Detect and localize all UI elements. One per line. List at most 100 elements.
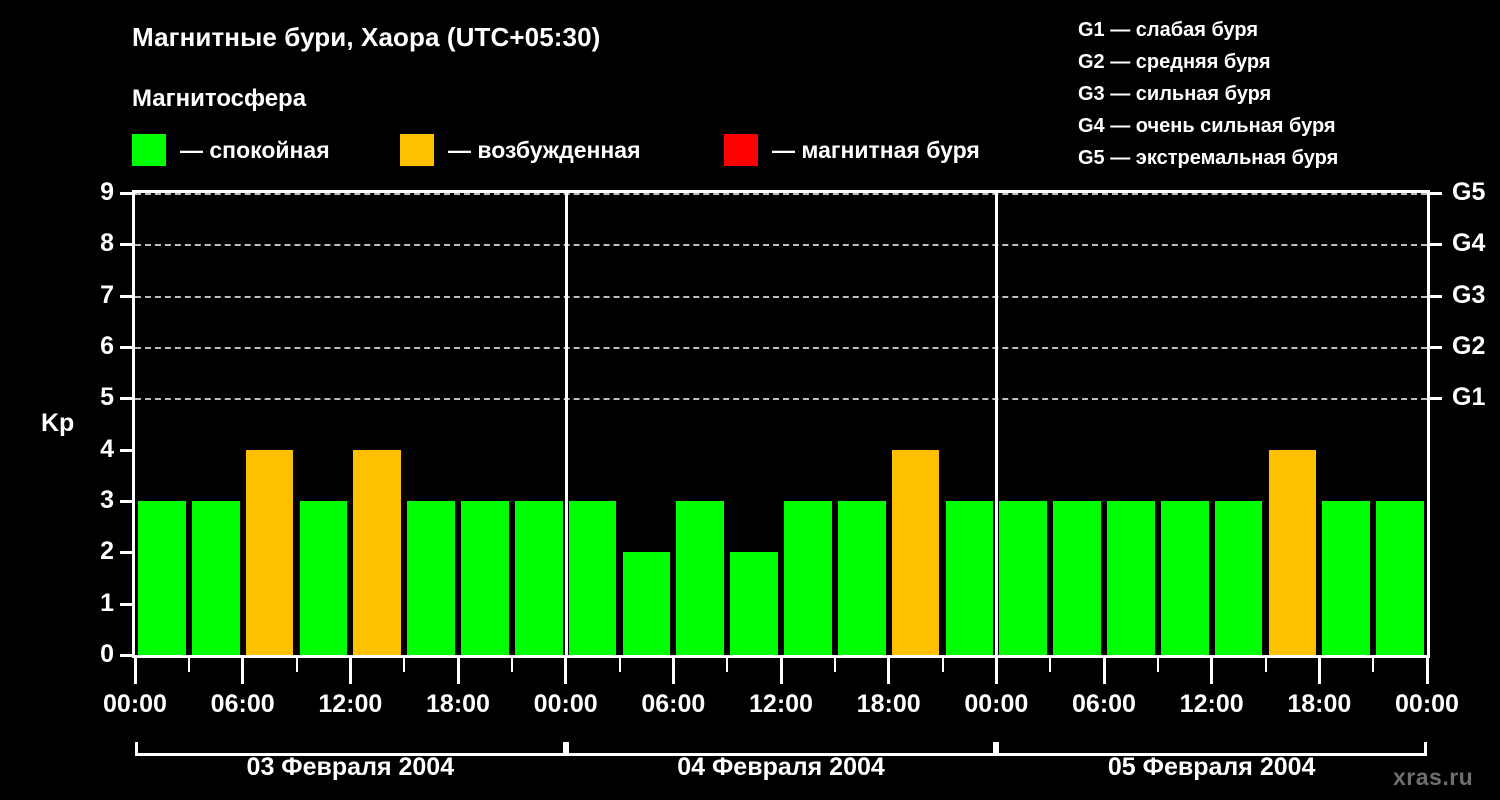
y-tick-label: 0 — [100, 640, 114, 668]
kp-bar — [999, 501, 1048, 655]
y-tick-label: 5 — [100, 383, 114, 412]
date-bracket — [135, 742, 566, 756]
y-axis-title: Kp — [41, 409, 75, 437]
x-tick-major — [564, 658, 568, 684]
x-tick-label: 00:00 — [533, 690, 598, 718]
g-tick-mark — [1430, 243, 1442, 247]
x-tick-minor — [1156, 658, 1159, 672]
x-tick-major — [133, 658, 137, 684]
y-tick-mark — [120, 294, 132, 298]
kp-bar — [1214, 501, 1263, 655]
kp-bar — [1376, 501, 1424, 655]
kp-bar — [407, 501, 455, 655]
y-tick-label: 2 — [100, 537, 114, 566]
kp-bar — [1268, 449, 1317, 655]
x-tick-label: 06:00 — [641, 690, 706, 718]
x-tick-minor — [510, 658, 513, 672]
x-tick-minor — [726, 658, 729, 672]
x-tick-minor — [941, 658, 944, 672]
kp-bar — [568, 501, 617, 655]
x-tick-label: 00:00 — [103, 690, 167, 718]
x-tick-minor — [295, 658, 298, 672]
g-scale-legend-row: G4 — очень сильная буря — [1078, 115, 1336, 137]
g-scale-legend-row: G5 — экстремальная буря — [1078, 147, 1339, 169]
legend-swatch-icon — [724, 134, 758, 166]
kp-bar — [945, 501, 994, 655]
g-tick-label: G2 — [1452, 332, 1486, 360]
date-label: 04 Февраля 2004 — [677, 753, 885, 781]
gridline — [135, 295, 1427, 298]
y-tick-label: 3 — [100, 486, 114, 514]
y-tick-mark — [120, 551, 132, 555]
gridline — [135, 347, 1427, 349]
x-tick-label: 06:00 — [1072, 690, 1136, 718]
x-tick-major — [994, 658, 998, 684]
g-tick-label: G4 — [1452, 229, 1486, 258]
kp-bar — [837, 501, 886, 655]
y-tick-mark — [120, 448, 132, 452]
kp-bar — [1160, 501, 1209, 655]
kp-bar — [622, 552, 671, 655]
x-tick-major — [1210, 658, 1214, 684]
y-tick-label: 9 — [100, 178, 114, 206]
kp-bar — [353, 449, 402, 655]
kp-bar — [676, 501, 725, 655]
x-tick-minor — [618, 658, 621, 672]
y-tick-label: 6 — [100, 332, 114, 360]
kp-bar — [1322, 501, 1371, 655]
x-tick-major — [1425, 658, 1429, 684]
y-tick-mark — [120, 346, 132, 349]
y-tick-mark — [120, 500, 132, 503]
x-tick-minor — [1264, 658, 1267, 672]
day-separator — [564, 193, 568, 655]
legend-swatch-icon — [132, 134, 166, 166]
x-tick-label: 18:00 — [1287, 690, 1352, 718]
legend-entry: — спокойная — [132, 133, 330, 167]
x-tick-label: 00:00 — [964, 690, 1029, 718]
g-scale-legend: G1 — слабая буря G2 — средняя буря G3 — си… — [1078, 14, 1498, 174]
gridline — [135, 398, 1427, 401]
y-tick-label: 1 — [100, 588, 114, 617]
g-tick-label: G1 — [1452, 383, 1486, 412]
x-tick-minor — [833, 658, 836, 672]
kp-bar — [138, 501, 186, 655]
g-scale-legend-row: G2 — средняя буря — [1078, 51, 1271, 73]
y-tick-mark — [120, 397, 132, 401]
g-tick-label: G5 — [1452, 178, 1486, 206]
legend-label: — спокойная — [180, 136, 330, 163]
gridline — [135, 193, 1427, 195]
x-tick-label: 18:00 — [426, 690, 490, 718]
x-tick-major — [348, 658, 352, 684]
y-tick-mark — [120, 654, 132, 657]
g-tick-mark — [1430, 346, 1442, 349]
x-tick-major — [887, 658, 891, 684]
g-tick-mark — [1430, 192, 1442, 195]
plot-frame — [132, 190, 1430, 658]
kp-bar — [891, 449, 940, 655]
date-bracket — [565, 742, 997, 756]
y-tick-label: 8 — [100, 229, 114, 258]
g-tick-mark — [1430, 397, 1442, 401]
page-title: Магнитные бури, Хаора (UTC+05:30) — [132, 22, 601, 52]
x-tick-label: 12:00 — [1179, 690, 1244, 718]
kp-bar — [245, 449, 294, 655]
magnetosphere-heading: Магнитосфера — [132, 85, 307, 112]
x-tick-label: 06:00 — [210, 690, 275, 718]
kp-bar — [784, 501, 832, 655]
x-tick-label: 00:00 — [1395, 690, 1459, 718]
y-tick-mark — [120, 192, 132, 195]
x-tick-minor — [1372, 658, 1375, 672]
legend-entry: — возбужденная — [400, 133, 641, 167]
y-tick-mark — [120, 602, 132, 606]
g-scale-legend-row: G3 — сильная буря — [1078, 83, 1272, 105]
date-label: 05 Февраля 2004 — [1107, 753, 1316, 781]
watermark: xras.ru — [1393, 764, 1474, 790]
x-tick-major — [456, 658, 460, 684]
x-tick-label: 18:00 — [856, 690, 921, 718]
legend-entry: — магнитная буря — [724, 133, 980, 167]
kp-bar — [514, 501, 563, 655]
x-tick-label: 12:00 — [749, 690, 813, 718]
y-tick-label: 7 — [100, 280, 114, 309]
y-tick-label: 4 — [100, 434, 114, 463]
